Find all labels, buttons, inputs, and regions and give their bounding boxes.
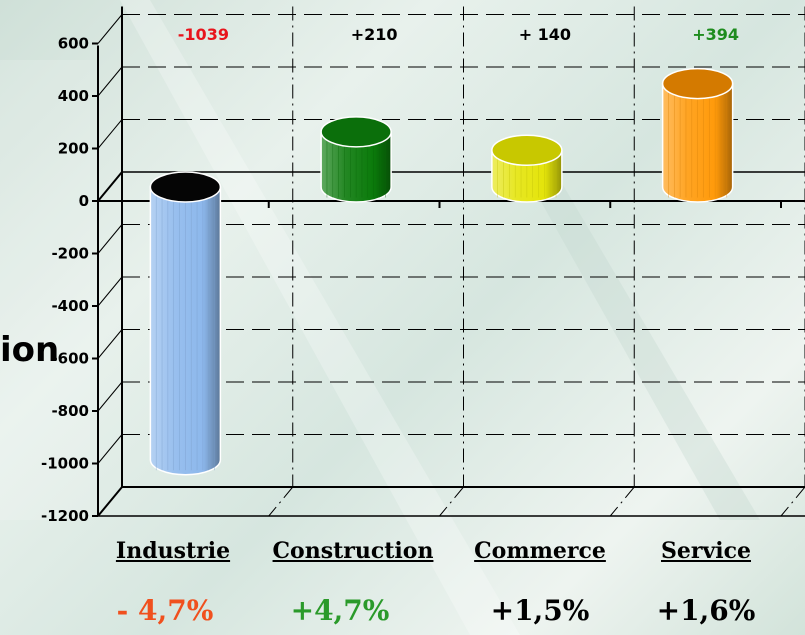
bar-commerce: [491, 134, 563, 203]
percent-label: +4,7%: [290, 594, 390, 627]
y-tick-label: -200: [51, 245, 89, 263]
bar-top: [661, 67, 734, 100]
zero-line-left: [97, 171, 123, 202]
floor-separator: [780, 486, 805, 517]
bar-industrie: [149, 171, 222, 476]
y-tick-label: 400: [58, 87, 89, 105]
y-tick-label: 0: [79, 192, 89, 210]
side-label-fragment: ion: [0, 330, 60, 370]
gridline-side: [97, 434, 123, 464]
gridline-side: [97, 66, 123, 97]
bar-top: [149, 171, 222, 203]
percent-label: +1,6%: [656, 594, 756, 627]
gridline-side: [97, 224, 123, 254]
floor-left-edge: [97, 486, 123, 517]
floor-separator: [439, 486, 464, 517]
floor-separator: [268, 486, 294, 517]
category-label: Construction: [272, 538, 434, 564]
y-tick-label: -1200: [41, 507, 89, 525]
y-tick-label: -800: [51, 402, 89, 420]
gridline-side: [97, 329, 123, 359]
bar-top: [491, 134, 563, 166]
y-tick-label: -600: [51, 350, 89, 368]
gridline-side: [97, 276, 123, 307]
gridline-side: [97, 119, 123, 149]
gridline-side: [97, 14, 123, 44]
y-tick-label: -1000: [41, 455, 89, 473]
data-label: -1039: [178, 25, 229, 44]
percent-label: - 4,7%: [116, 594, 214, 627]
y-tick-label: 200: [58, 140, 89, 158]
bar-top: [320, 116, 392, 148]
category-label: Industrie: [115, 538, 231, 564]
data-label: +210: [351, 25, 398, 44]
gridline-side: [97, 381, 123, 412]
percent-label: +1,5%: [490, 594, 590, 627]
y-tick-label: -400: [51, 297, 89, 315]
floor-separator: [609, 486, 635, 517]
bar-construction: [320, 116, 392, 203]
bar-service: [661, 67, 734, 203]
category-label: Commerce: [474, 538, 606, 564]
data-label: +394: [692, 25, 739, 44]
y-tick-label: 600: [58, 35, 89, 53]
category-label: Service: [660, 538, 752, 564]
data-label: + 140: [519, 25, 571, 44]
